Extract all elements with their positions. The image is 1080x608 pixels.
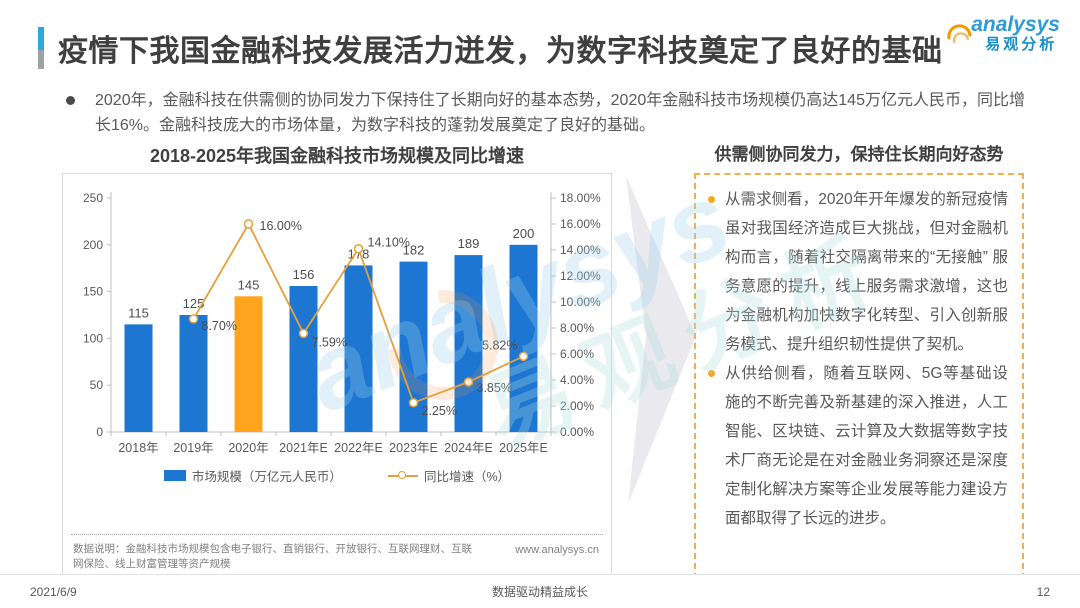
panel-box: 从需求侧看，2020年开年爆发的新冠疫情虽对我国经济造成巨大挑战，但对金融机构而…	[694, 173, 1024, 579]
svg-text:10.00%: 10.00%	[560, 295, 601, 309]
svg-text:145: 145	[238, 277, 260, 292]
bullet-dot-icon	[708, 370, 715, 377]
panel-bullet-text: 从需求侧看，2020年开年爆发的新冠疫情虽对我国经济造成巨大挑战，但对金融机构而…	[725, 191, 1008, 353]
panel-bullet-supply: 从供给侧看，随着互联网、5G等基础设施的不断完善及新基建的深入推进，人工智能、区…	[708, 359, 1008, 533]
analysys-swirl-icon	[939, 14, 979, 55]
svg-text:8.00%: 8.00%	[560, 321, 594, 335]
svg-text:7.59%: 7.59%	[312, 335, 347, 349]
source-url-link[interactable]: www.analysys.cn	[515, 544, 599, 556]
svg-text:3.85%: 3.85%	[477, 381, 512, 395]
intro-bullet: 2020年，金融科技在供需侧的协同发力下保持住了长期向好的基本态势，2020年金…	[66, 88, 1026, 138]
legend-line-label: 同比增速（%）	[423, 470, 511, 484]
svg-text:2.25%: 2.25%	[422, 404, 457, 418]
footer-page-number: 12	[1036, 584, 1050, 599]
panel-bullet-text: 从供给侧看，随着互联网、5G等基础设施的不断完善及新基建的深入推进，人工智能、区…	[725, 365, 1008, 527]
svg-text:18.00%: 18.00%	[560, 191, 601, 205]
svg-text:2018年: 2018年	[118, 441, 158, 455]
svg-text:200: 200	[83, 238, 103, 252]
svg-text:150: 150	[83, 285, 103, 299]
panel-heading: 供需侧协同发力，保持住长期向好态势	[714, 145, 1004, 164]
svg-text:2.00%: 2.00%	[560, 399, 594, 413]
svg-text:5.82%: 5.82%	[482, 338, 517, 352]
chart-note-text: 数据说明：金融科技市场规模包含电子银行、直销银行、开放银行、互联网理财、互联网保…	[73, 543, 472, 570]
svg-text:250: 250	[83, 191, 103, 205]
page-title: 疫情下我国金融科技发展活力迸发，为数字科技奠定了良好的基础	[58, 35, 943, 68]
chart-section: 2018-2025年我国金融科技市场规模及同比增速 0 50 100 150 200 25…	[62, 142, 612, 581]
intro-bullet-text: 2020年，金融科技在供需侧的协同发力下保持住了长期向好的基本态势，2020年金…	[95, 92, 1025, 134]
svg-text:156: 156	[293, 267, 315, 282]
legend-item-line: 同比增速（%）	[387, 466, 511, 485]
logo-brand-text: analysys	[971, 13, 1060, 36]
svg-text:8.70%: 8.70%	[202, 319, 237, 333]
insight-panel: 供需侧协同发力，保持住长期向好态势 从需求侧看，2020年开年爆发的新冠疫情虽对…	[694, 140, 1024, 579]
bar-swatch-icon	[163, 470, 186, 481]
svg-text:2022年E: 2022年E	[334, 441, 383, 455]
svg-text:14.00%: 14.00%	[560, 243, 601, 257]
svg-text:189: 189	[458, 236, 480, 251]
chart-title: 2018-2025年我国金融科技市场规模及同比增速	[149, 146, 525, 166]
svg-text:12.00%: 12.00%	[560, 269, 601, 283]
svg-text:16.00%: 16.00%	[560, 217, 601, 231]
chart-box: 0 50 100 150 200 250 0.00% 2.00% 4.00% 6.00% 8.00%…	[62, 173, 612, 581]
header: 疫情下我国金融科技发展活力迸发，为数字科技奠定了良好的基础	[38, 26, 943, 70]
svg-text:6.00%: 6.00%	[560, 347, 594, 361]
svg-text:4.00%: 4.00%	[560, 373, 594, 387]
svg-text:200: 200	[513, 226, 535, 241]
transition-arrow-icon	[616, 172, 704, 513]
svg-text:2025年E: 2025年E	[499, 441, 548, 455]
legend-item-bar: 市场规模（万亿元人民币）	[163, 466, 342, 485]
analysys-logo: analysys 易观分析	[939, 14, 1060, 55]
line-marker-icon	[387, 470, 418, 479]
chart-legend: 市场规模（万亿元人民币） 同比增速（%）	[63, 466, 611, 485]
bullet-dot-icon	[708, 196, 715, 203]
legend-bar-label: 市场规模（万亿元人民币）	[191, 470, 342, 484]
svg-text:0: 0	[96, 425, 103, 439]
svg-text:182: 182	[403, 243, 425, 258]
footer: 2021/6/9 数据驱动精益成长 12	[0, 574, 1080, 608]
svg-text:16.00%: 16.00%	[260, 219, 302, 233]
chart-note-row: 数据说明：金融科技市场规模包含电子银行、直销银行、开放银行、互联网理财、互联网保…	[71, 534, 603, 580]
svg-text:115: 115	[128, 305, 149, 320]
footer-date: 2021/6/9	[30, 584, 77, 599]
svg-text:50: 50	[90, 378, 104, 392]
svg-text:125: 125	[183, 296, 205, 311]
chart-svg: 0 50 100 150 200 250 0.00% 2.00% 4.00% 6.00% 8.00%…	[83, 191, 601, 455]
svg-text:2021年E: 2021年E	[279, 441, 328, 455]
svg-text:2019年: 2019年	[173, 441, 213, 455]
logo-brand-cn-text: 易观分析	[985, 36, 1058, 53]
panel-bullet-demand: 从需求侧看，2020年开年爆发的新冠疫情虽对我国经济造成巨大挑战，但对金融机构而…	[708, 185, 1008, 359]
bullet-dot-icon	[66, 96, 75, 105]
svg-text:14.10%: 14.10%	[368, 236, 410, 250]
title-accent-bar	[38, 27, 44, 69]
svg-text:0.00%: 0.00%	[560, 425, 594, 439]
svg-text:2023年E: 2023年E	[389, 441, 438, 455]
svg-text:2024年E: 2024年E	[444, 441, 493, 455]
svg-text:2020年: 2020年	[228, 441, 268, 455]
svg-text:100: 100	[83, 331, 103, 345]
footer-slogan: 数据驱动精益成长	[491, 585, 588, 599]
